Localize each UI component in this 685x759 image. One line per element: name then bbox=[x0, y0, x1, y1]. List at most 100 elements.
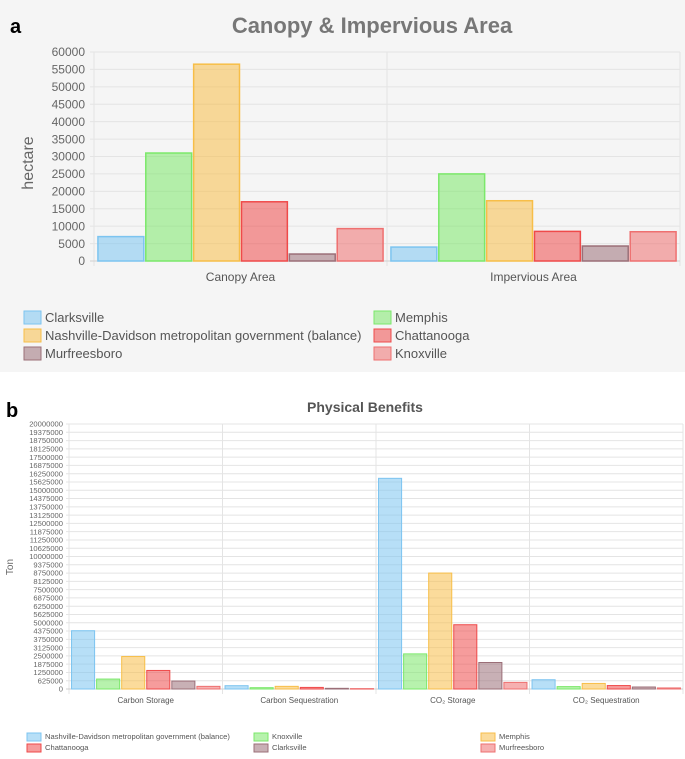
y-tick-label: 15000 bbox=[52, 202, 86, 216]
legend-label-murfreesboro: Murfreesboro bbox=[45, 346, 122, 361]
bar-chattanooga-co-storage bbox=[453, 624, 478, 690]
y-tick-label: 16250000 bbox=[29, 469, 63, 478]
chart-b: Physical Benefits Ton 06250001250000187500… bbox=[5, 399, 684, 753]
chart-a: Canopy & Impervious Area hectare 0 5000 1000… bbox=[20, 13, 681, 361]
y-tick-label: 7500000 bbox=[33, 585, 63, 594]
legend-swatch-nashville-davidson-metropolitan-government-balance bbox=[26, 732, 42, 742]
y-tick-label: 18125000 bbox=[29, 445, 63, 454]
bar-murfreesboro-carbon-storage bbox=[196, 685, 221, 690]
legend-swatch-knoxville bbox=[373, 346, 392, 361]
legend-swatch-chattanooga bbox=[26, 743, 42, 753]
y-tick-label: 11250000 bbox=[30, 536, 63, 545]
legend-label-clarksville: Clarksville bbox=[45, 310, 104, 325]
y-tick-label: 20000000 bbox=[29, 420, 63, 429]
y-tick-label: 10000000 bbox=[29, 552, 63, 561]
y-tick-label: 1875000 bbox=[33, 660, 63, 669]
legend-label-nashville-davidson-metropolitan-government-balance: Nashville-Davidson metropolitan governme… bbox=[45, 328, 362, 343]
panel-b: b Physical Benefits Ton 0 625000 1250000 1875… bbox=[0, 372, 685, 754]
y-tick-label: 13125000 bbox=[29, 511, 63, 520]
y-axis-label: Ton bbox=[5, 559, 16, 575]
legend-swatch-murfreesboro bbox=[480, 743, 496, 753]
panel-label-b: b bbox=[6, 400, 19, 422]
y-tick-label: 14375000 bbox=[29, 494, 63, 503]
y-tick-label: 12500000 bbox=[29, 519, 63, 528]
bar-nashville-davidson-metropolitan-government-balance-impervious-area bbox=[485, 199, 534, 262]
legend-label-nashville-davidson-metropolitan-government-balance: Nashville-Davidson metropolitan governme… bbox=[45, 732, 230, 741]
panel-a: a Canopy & Impervious Area hectare 0 5000 10… bbox=[0, 0, 685, 372]
y-tick-label: 3125000 bbox=[33, 643, 63, 652]
bar-murfreesboro-impervious-area bbox=[581, 245, 629, 262]
x-category-label: Carbon Storage bbox=[118, 696, 175, 705]
bar-clarksville-impervious-area bbox=[390, 246, 438, 262]
y-tick-label: 10625000 bbox=[29, 544, 63, 553]
y-tick-label: 8125000 bbox=[33, 577, 63, 586]
y-tick-label: 19375000 bbox=[29, 428, 63, 437]
bar-clarksville-canopy-area bbox=[97, 235, 145, 262]
y-tick-label: 15000000 bbox=[29, 486, 63, 495]
bar-knoxville-carbon-storage bbox=[96, 678, 121, 690]
bar-knoxville-impervious-area bbox=[629, 230, 677, 262]
y-tick-label: 10000 bbox=[52, 219, 86, 233]
y-tick-label: 4375000 bbox=[33, 627, 63, 636]
y-tick-label: 625000 bbox=[38, 676, 63, 685]
bar-clarksville-carbon-sequestration bbox=[324, 687, 349, 690]
bar-chattanooga-canopy-area bbox=[240, 201, 289, 262]
y-tick-label: 8750000 bbox=[33, 569, 63, 578]
legend-swatch-memphis bbox=[373, 310, 392, 325]
y-tick-label: 11875000 bbox=[30, 527, 63, 536]
bar-nashville-davidson-metropolitan-government-balance-co-sequestration bbox=[531, 679, 556, 690]
legend-swatch-nashville-davidson-metropolitan-government-balance bbox=[23, 328, 42, 343]
bar-knoxville-carbon-sequestration bbox=[249, 687, 274, 690]
x-category-label: Canopy Area bbox=[206, 270, 276, 284]
bar-chattanooga-impervious-area bbox=[533, 230, 582, 262]
y-tick-label: 45000 bbox=[52, 97, 86, 111]
y-tick-label: 5625000 bbox=[33, 610, 63, 619]
x-category-label: CO₂ Storage bbox=[430, 696, 476, 705]
x-category-label: Impervious Area bbox=[490, 270, 577, 284]
chart-title: Physical Benefits bbox=[307, 399, 423, 415]
bar-knoxville-canopy-area bbox=[336, 227, 384, 262]
legend-label-clarksville: Clarksville bbox=[272, 743, 307, 752]
y-tick-label: 35000 bbox=[52, 132, 86, 146]
y-tick-label: 20000 bbox=[52, 185, 86, 199]
panel-label-a: a bbox=[10, 16, 22, 38]
legend-label-knoxville: Knoxville bbox=[272, 732, 302, 741]
y-tick-label: 5000000 bbox=[33, 618, 63, 627]
y-tick-label: 55000 bbox=[52, 63, 86, 77]
legend-label-chattanooga: Chattanooga bbox=[395, 328, 470, 343]
bar-murfreesboro-canopy-area bbox=[288, 253, 336, 262]
bar-clarksville-carbon-storage bbox=[171, 680, 196, 690]
y-tick-label: 25000 bbox=[52, 167, 86, 181]
y-tick-label: 40000 bbox=[52, 115, 86, 129]
legend-swatch-knoxville bbox=[253, 732, 269, 742]
y-tick-label: 17500000 bbox=[29, 453, 63, 462]
y-tick-label: 16875000 bbox=[29, 461, 63, 470]
legend-swatch-chattanooga bbox=[373, 328, 392, 343]
y-axis-label: hectare bbox=[20, 136, 37, 189]
bar-memphis-impervious-area bbox=[438, 173, 486, 262]
bar-memphis-carbon-storage bbox=[121, 656, 146, 690]
bar-memphis-carbon-sequestration bbox=[274, 685, 299, 690]
y-tick-label: 50000 bbox=[52, 80, 86, 94]
y-tick-label: 1250000 bbox=[33, 668, 63, 677]
bar-knoxville-co-storage bbox=[403, 653, 428, 690]
y-tick-label: 5000 bbox=[58, 237, 85, 251]
x-category-label: CO₂ Sequestration bbox=[573, 696, 640, 705]
y-tick-label: 6250000 bbox=[33, 602, 63, 611]
y-tick-label: 60000 bbox=[52, 45, 86, 59]
legend-swatch-clarksville bbox=[23, 310, 42, 325]
bar-murfreesboro-carbon-sequestration bbox=[349, 688, 374, 690]
legend-swatch-clarksville bbox=[253, 743, 269, 753]
y-tick-label: 2500000 bbox=[33, 652, 63, 661]
legend-swatch-memphis bbox=[480, 732, 496, 742]
legend-label-memphis: Memphis bbox=[395, 310, 448, 325]
bar-nashville-davidson-metropolitan-government-balance-carbon-sequestration bbox=[224, 685, 249, 690]
bar-memphis-canopy-area bbox=[145, 152, 193, 262]
y-tick-label: 30000 bbox=[52, 150, 86, 164]
y-tick-label: 0 bbox=[59, 685, 63, 694]
y-tick-label: 3750000 bbox=[33, 635, 63, 644]
bar-murfreesboro-co-sequestration bbox=[656, 687, 681, 690]
y-tick-label: 15625000 bbox=[29, 478, 63, 487]
legend-label-knoxville: Knoxville bbox=[395, 346, 447, 361]
y-tick-label: 9375000 bbox=[33, 560, 63, 569]
